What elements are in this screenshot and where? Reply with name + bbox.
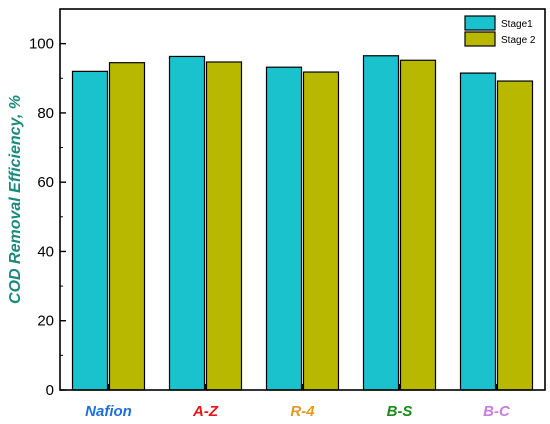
bar-1-b-s [362, 55, 400, 391]
x-category-label: A-Z [192, 403, 219, 420]
legend-label-2: Stage 2 [501, 35, 536, 46]
x-category-label: R-4 [290, 403, 315, 420]
plot-area: 0 20 40 60 80 100 Nafion A-Z R-4 B-S B-C Stage1 Stag… [29, 8, 546, 420]
bar-2-r-4 [302, 71, 340, 391]
x-category-label: B-C [483, 403, 511, 420]
y-axis-label: COD Removal Efficiency, % [7, 95, 24, 304]
y-tick-label: 100 [29, 36, 54, 53]
bar-1-b-c [459, 72, 497, 391]
y-tick-label: 60 [37, 174, 54, 191]
legend-swatch-2 [464, 31, 496, 47]
y-tick-label: 80 [37, 105, 54, 122]
bar-2-b-c [496, 80, 534, 391]
bar-1-a-z [168, 55, 206, 391]
bar-1-r-4 [265, 66, 303, 391]
y-tick-label: 0 [46, 382, 54, 399]
bar-2-b-s [399, 59, 437, 391]
y-tick-label: 20 [37, 313, 54, 330]
x-category-label: B-S [387, 403, 413, 420]
legend-label-1: Stage1 [501, 19, 533, 30]
bar-1-nafion [71, 70, 109, 391]
bar-2-nafion [108, 62, 146, 391]
y-tick-label: 40 [37, 243, 54, 260]
bar-2-a-z [205, 61, 243, 391]
legend-swatch-1 [464, 15, 496, 31]
x-category-label: Nafion [85, 403, 132, 420]
